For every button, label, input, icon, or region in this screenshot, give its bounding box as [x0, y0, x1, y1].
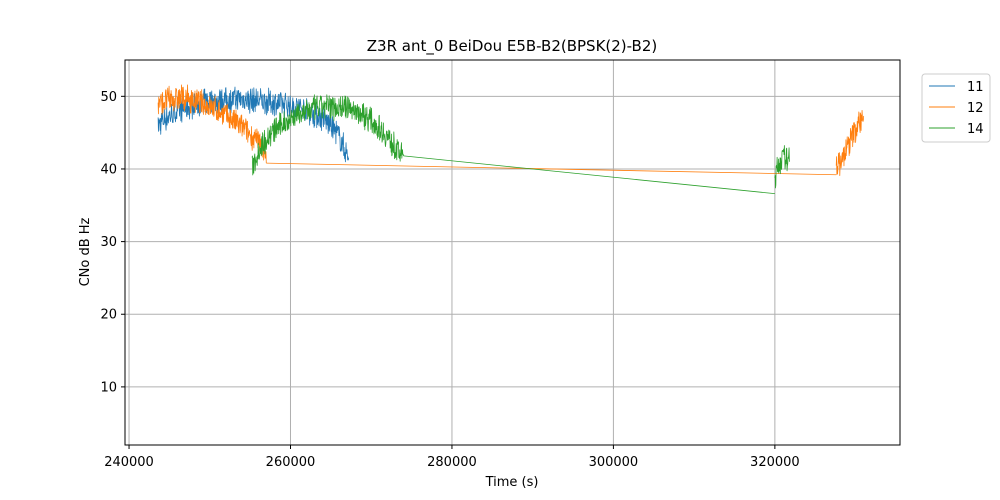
series-14-line	[403, 155, 775, 195]
legend-label-11: 11	[967, 80, 984, 95]
series-12-segment	[266, 162, 837, 176]
plot-frame	[124, 59, 901, 446]
series-14-segment	[403, 155, 775, 195]
legend-label-12: 12	[967, 101, 984, 116]
series-11-trace	[157, 86, 350, 163]
series-14-segment	[774, 145, 790, 189]
x-axis-title: Time (s)	[485, 475, 539, 490]
grid	[125, 60, 900, 445]
y-axis: 10 20 30 40 50	[100, 90, 125, 395]
series-layer	[157, 84, 865, 195]
y-tick-label: 40	[100, 162, 117, 177]
x-tick-label: 280000	[427, 455, 477, 470]
x-tick-label: 240000	[104, 455, 154, 470]
x-tick-label: 300000	[589, 455, 639, 470]
series-12-segment	[157, 84, 267, 164]
y-axis-title: CNo dB Hz	[78, 217, 93, 286]
y-tick-label: 20	[100, 308, 117, 323]
y-tick-label: 50	[100, 90, 117, 105]
series-12-trace	[157, 84, 267, 164]
x-tick-label: 320000	[750, 455, 800, 470]
series-14-segment	[251, 94, 404, 176]
y-tick-label: 10	[100, 380, 117, 395]
series-12-line	[266, 162, 837, 176]
series-12-trace	[835, 110, 865, 177]
legend-label-14: 14	[967, 122, 984, 137]
series-11-segment	[157, 86, 350, 163]
chart-title: Z3R ant_0 BeiDou E5B-B2(BPSK(2)-B2)	[367, 37, 657, 56]
y-tick-label: 30	[100, 235, 117, 250]
series-14-trace	[774, 145, 790, 189]
series-14-trace	[251, 94, 404, 176]
x-axis: 240000 260000 280000 300000 320000	[104, 445, 800, 470]
series-12-segment	[835, 110, 865, 177]
legend: 11 12 14	[921, 73, 991, 143]
legend-box	[921, 73, 991, 143]
x-tick-label: 260000	[266, 455, 316, 470]
